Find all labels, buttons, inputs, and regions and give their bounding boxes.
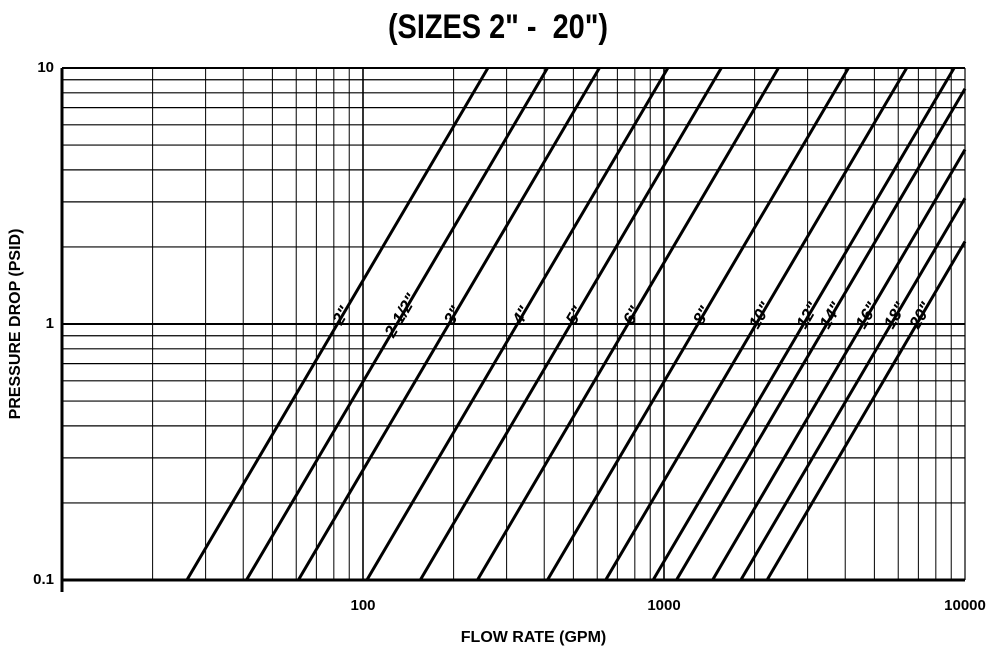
- series-label: 14": [816, 298, 847, 332]
- series-line: [245, 67, 549, 581]
- series-line: [765, 240, 967, 581]
- series-line: [185, 67, 490, 581]
- y-tick-label: 1: [46, 315, 54, 332]
- series-line: [604, 67, 908, 581]
- series-line: [739, 197, 967, 581]
- series-line: [297, 67, 601, 581]
- series-label: 10": [745, 298, 776, 332]
- series-line: [711, 148, 967, 581]
- y-axis-title: PRESSURE DROP (PSID): [7, 229, 24, 420]
- series-line: [675, 87, 967, 581]
- series-line: [365, 67, 670, 581]
- x-axis-title: FLOW RATE (GPM): [461, 629, 606, 646]
- series-line: [418, 67, 723, 581]
- y-tick-label: 0.1: [33, 571, 54, 588]
- series-lines: [185, 67, 967, 581]
- axes: [60, 68, 965, 592]
- x-tick-label: 100: [350, 597, 375, 614]
- series-label: 12": [792, 298, 823, 332]
- grid: [62, 67, 966, 580]
- tick-labels: 100 1000 10000 0.1 1 10: [33, 59, 986, 614]
- series-label: 20": [905, 298, 936, 333]
- y-tick-label: 10: [37, 59, 54, 76]
- series-label: 16": [852, 298, 883, 332]
- series-line: [476, 67, 780, 581]
- series-label: 18": [880, 298, 911, 332]
- chart-title: (SIZES 2" - 20"): [387, 8, 609, 46]
- x-tick-label: 1000: [647, 597, 680, 614]
- x-tick-label: 10000: [944, 597, 986, 614]
- series-label: 2-1/2": [380, 290, 421, 342]
- series-line: [651, 67, 956, 581]
- series-line: [546, 67, 850, 581]
